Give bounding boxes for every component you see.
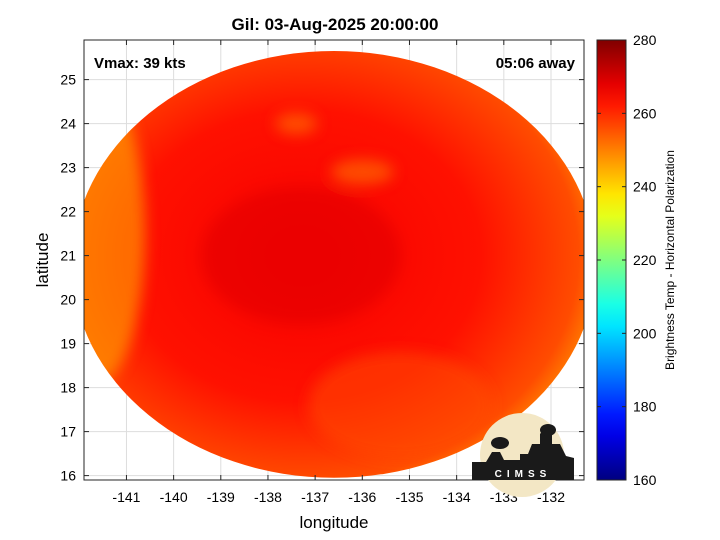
y-tick-label: 25 xyxy=(60,72,76,88)
y-axis-label: latitude xyxy=(33,233,52,288)
x-tick-label: -140 xyxy=(160,489,188,505)
colorbar-tick-label: 160 xyxy=(633,472,657,488)
y-tick-label: 18 xyxy=(60,380,76,396)
logo-band xyxy=(472,464,574,480)
x-axis-label: longitude xyxy=(299,513,368,532)
chart-title: Gil: 03-Aug-2025 20:00:00 xyxy=(232,15,439,34)
logo-water-tower xyxy=(540,424,556,436)
colorbar-tick-label: 200 xyxy=(633,325,657,341)
y-tick-label: 23 xyxy=(60,160,76,176)
vmax-annotation: Vmax: 39 kts xyxy=(94,55,186,72)
x-tick-label: -134 xyxy=(443,489,471,505)
colorbar: 160 180 200 220 240 260 280 Brightness Temp - … xyxy=(596,32,677,488)
logo-dish xyxy=(491,437,509,449)
colorbar-ticks: 160 180 200 220 240 260 280 xyxy=(597,32,657,488)
x-axis-ticks: -141 -140 -139 -138 -137 -136 -135 -134 -133 -132 xyxy=(112,40,565,505)
y-tick-label: 19 xyxy=(60,336,76,352)
swath-layer xyxy=(84,51,584,478)
y-tick-label: 21 xyxy=(60,248,76,264)
cimss-logo: CIMSS xyxy=(472,413,574,497)
colorbar-tick-label: 280 xyxy=(633,32,657,48)
time-away-annotation: 05:06 away xyxy=(496,55,576,72)
logo-text: CIMSS xyxy=(495,469,552,480)
colorbar-tick-label: 220 xyxy=(633,252,657,268)
x-tick-label: -139 xyxy=(207,489,235,505)
x-tick-label: -137 xyxy=(301,489,329,505)
x-tick-label: -141 xyxy=(112,489,140,505)
colorbar-scale xyxy=(596,39,627,481)
y-tick-label: 16 xyxy=(60,468,76,484)
y-tick-label: 24 xyxy=(60,116,76,132)
swath-detail xyxy=(84,84,492,459)
colorbar-tick-label: 240 xyxy=(633,179,657,195)
colorbar-tick-label: 180 xyxy=(633,399,657,415)
x-tick-label: -132 xyxy=(537,489,565,505)
colorbar-tick-label: 260 xyxy=(633,105,657,121)
y-axis-ticks: 16 17 18 19 20 21 22 23 24 25 xyxy=(60,72,584,484)
plot-frame xyxy=(83,39,585,481)
colorbar-label: Brightness Temp - Horizontal Polarizatio… xyxy=(663,150,677,370)
y-tick-label: 17 xyxy=(60,424,76,440)
plot-area: -141 -140 -139 -138 -137 -136 -135 -134 -133 -132… xyxy=(60,39,585,505)
x-tick-label: -136 xyxy=(348,489,376,505)
y-tick-label: 22 xyxy=(60,204,76,220)
x-tick-label: -138 xyxy=(254,489,282,505)
x-tick-label: -135 xyxy=(395,489,423,505)
y-tick-label: 20 xyxy=(60,292,76,308)
